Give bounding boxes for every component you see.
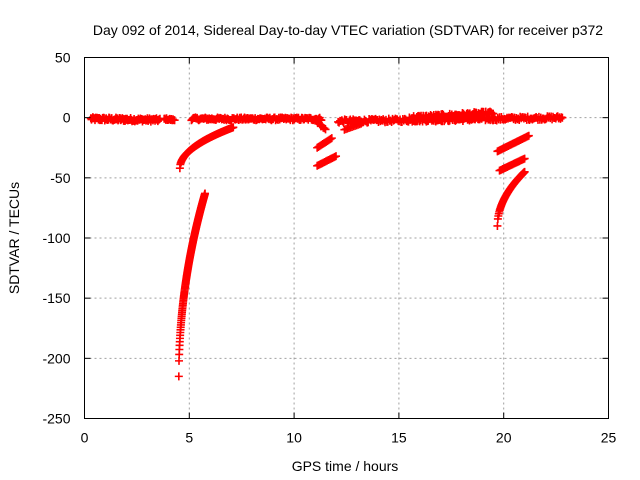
y-tick-label: -200	[42, 350, 70, 366]
y-tick-label: -100	[42, 230, 70, 246]
series-segment-dip-12	[340, 119, 366, 134]
x-tick-label: 0	[81, 430, 89, 446]
data-point	[174, 372, 183, 381]
y-axis-label: SDTVAR / TECUs	[6, 182, 22, 294]
series-segment-baseline-early	[86, 113, 164, 126]
series-segment-descent-a	[175, 123, 238, 173]
series-segment-late-upper	[493, 131, 533, 156]
y-tick-label: 50	[55, 50, 71, 66]
data-point	[524, 131, 533, 140]
series-segment-late-middle	[495, 154, 529, 175]
data-point	[489, 109, 498, 118]
y-tick-label: 0	[63, 110, 71, 126]
data-point	[493, 221, 502, 230]
data-point	[520, 167, 529, 176]
series-segment-dip-11-lower	[313, 152, 341, 170]
y-tick-label: -50	[50, 170, 70, 186]
y-tick-label: -250	[42, 411, 70, 427]
data-point	[320, 124, 329, 133]
data-point	[321, 125, 330, 134]
x-tick-label: 5	[185, 430, 193, 446]
data-point	[327, 134, 336, 143]
x-tick-label: 15	[391, 430, 407, 446]
chart-title: Day 092 of 2014, Sidereal Day-to-day VTE…	[93, 22, 603, 38]
series-segment-baseline-mid-tail	[311, 116, 330, 134]
data-points	[86, 107, 567, 381]
series-segment-descent-b	[174, 189, 210, 381]
x-tick-label: 25	[601, 430, 617, 446]
grid-layer	[84, 57, 609, 419]
data-point	[229, 123, 238, 132]
x-axis-label: GPS time / hours	[292, 458, 399, 474]
series-segment-baseline-mid	[187, 113, 326, 125]
data-point	[332, 152, 341, 161]
data-point	[520, 154, 529, 163]
axis-layer: 0 5 10 15 20 25 50 0 -50 -100 -150 -200 -250	[42, 50, 616, 446]
series-segment-dip-11-upper	[313, 134, 336, 152]
y-tick-label: -150	[42, 290, 70, 306]
x-tick-label: 10	[286, 430, 302, 446]
series-segment-late-lower	[493, 167, 529, 230]
data-point	[201, 189, 210, 198]
series-segment-baseline-late-bump	[405, 107, 498, 124]
data-point	[357, 119, 366, 128]
data-point	[558, 113, 567, 122]
data-point	[170, 116, 179, 125]
series-segment-baseline-early-tail	[160, 114, 179, 125]
data-point	[175, 356, 184, 365]
x-tick-label: 20	[496, 430, 512, 446]
